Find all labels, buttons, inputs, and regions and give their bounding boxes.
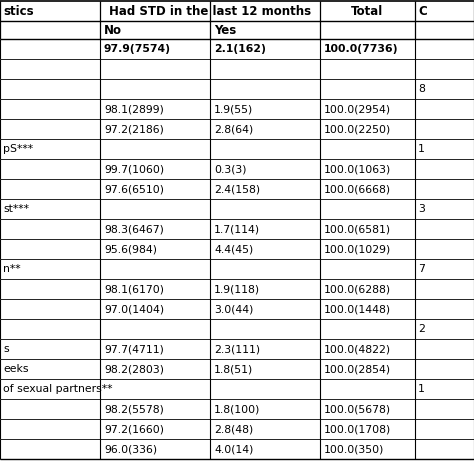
Text: 2.3(111): 2.3(111) xyxy=(214,344,260,354)
Text: 97.6(6510): 97.6(6510) xyxy=(104,184,164,194)
Text: 1.9(118): 1.9(118) xyxy=(214,284,260,294)
Text: n**: n** xyxy=(3,264,21,274)
Text: 100.0(350): 100.0(350) xyxy=(324,444,384,454)
Text: 4.0(14): 4.0(14) xyxy=(214,444,254,454)
Text: 1.8(51): 1.8(51) xyxy=(214,364,253,374)
Text: s: s xyxy=(3,344,9,354)
Text: 97.7(4711): 97.7(4711) xyxy=(104,344,164,354)
Text: 100.0(6668): 100.0(6668) xyxy=(324,184,391,194)
Text: 98.3(6467): 98.3(6467) xyxy=(104,224,164,234)
Text: 4.4(45): 4.4(45) xyxy=(214,244,253,254)
Text: 2.8(64): 2.8(64) xyxy=(214,124,253,134)
Text: 100.0(6288): 100.0(6288) xyxy=(324,284,391,294)
Text: 95.6(984): 95.6(984) xyxy=(104,244,157,254)
Text: Total: Total xyxy=(351,4,383,18)
Text: 1.7(114): 1.7(114) xyxy=(214,224,260,234)
Text: 8: 8 xyxy=(418,84,425,94)
Text: 2.8(48): 2.8(48) xyxy=(214,424,253,434)
Text: 100.0(1708): 100.0(1708) xyxy=(324,424,391,434)
Text: 1: 1 xyxy=(418,384,425,394)
Text: 7: 7 xyxy=(418,264,425,274)
Text: 100.0(2854): 100.0(2854) xyxy=(324,364,391,374)
Text: st***: st*** xyxy=(3,204,29,214)
Text: 1.9(55): 1.9(55) xyxy=(214,104,253,114)
Text: 100.0(1029): 100.0(1029) xyxy=(324,244,391,254)
Text: 97.2(1660): 97.2(1660) xyxy=(104,424,164,434)
Text: of sexual partners**: of sexual partners** xyxy=(3,384,112,394)
Text: 97.9(7574): 97.9(7574) xyxy=(104,44,171,54)
Text: 100.0(1448): 100.0(1448) xyxy=(324,304,391,314)
Text: 98.1(6170): 98.1(6170) xyxy=(104,284,164,294)
Text: 99.7(1060): 99.7(1060) xyxy=(104,164,164,174)
Text: 100.0(6581): 100.0(6581) xyxy=(324,224,391,234)
Text: 2.4(158): 2.4(158) xyxy=(214,184,260,194)
Text: pS***: pS*** xyxy=(3,144,33,154)
Text: 98.2(5578): 98.2(5578) xyxy=(104,404,164,414)
Text: 100.0(7736): 100.0(7736) xyxy=(324,44,399,54)
Text: No: No xyxy=(104,24,122,36)
Text: stics: stics xyxy=(3,4,34,18)
Text: eeks: eeks xyxy=(3,364,28,374)
Text: 1: 1 xyxy=(418,144,425,154)
Text: 96.0(336): 96.0(336) xyxy=(104,444,157,454)
Text: Had STD in the last 12 months: Had STD in the last 12 months xyxy=(109,4,311,18)
Text: 98.2(2803): 98.2(2803) xyxy=(104,364,164,374)
Text: 3.0(44): 3.0(44) xyxy=(214,304,254,314)
Text: 97.2(2186): 97.2(2186) xyxy=(104,124,164,134)
Text: 97.0(1404): 97.0(1404) xyxy=(104,304,164,314)
Text: 1.8(100): 1.8(100) xyxy=(214,404,260,414)
Text: 100.0(2954): 100.0(2954) xyxy=(324,104,391,114)
Text: 3: 3 xyxy=(418,204,425,214)
Text: C: C xyxy=(418,4,427,18)
Text: 100.0(1063): 100.0(1063) xyxy=(324,164,391,174)
Text: 100.0(2250): 100.0(2250) xyxy=(324,124,391,134)
Text: 100.0(4822): 100.0(4822) xyxy=(324,344,391,354)
Text: Yes: Yes xyxy=(214,24,236,36)
Text: 98.1(2899): 98.1(2899) xyxy=(104,104,164,114)
Text: 2.1(162): 2.1(162) xyxy=(214,44,266,54)
Text: 0.3(3): 0.3(3) xyxy=(214,164,246,174)
Text: 100.0(5678): 100.0(5678) xyxy=(324,404,391,414)
Text: 2: 2 xyxy=(418,324,425,334)
